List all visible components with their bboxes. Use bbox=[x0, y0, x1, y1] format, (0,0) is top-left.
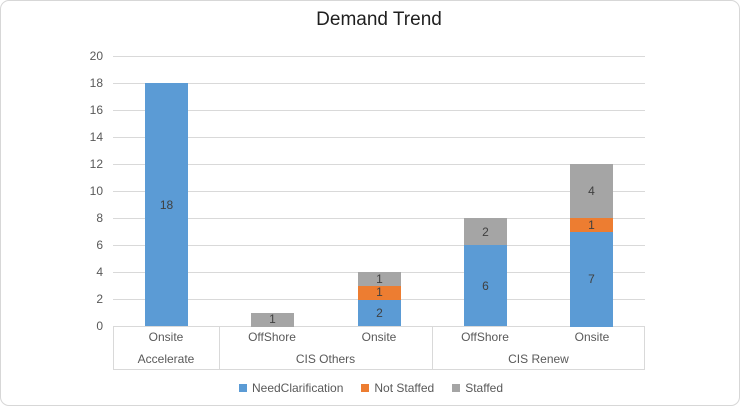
bar-value-label: 2 bbox=[376, 306, 383, 320]
axis-divider bbox=[219, 326, 220, 370]
legend-label: NeedClarification bbox=[251, 381, 344, 395]
bar-value-label: 1 bbox=[588, 218, 595, 232]
gridline bbox=[113, 110, 645, 111]
gridline bbox=[113, 164, 645, 165]
x-axis-line bbox=[113, 326, 645, 327]
bar-segment[interactable] bbox=[145, 83, 188, 326]
bar-value-label: 4 bbox=[588, 184, 595, 198]
bar-segment[interactable] bbox=[570, 164, 613, 218]
gridline bbox=[113, 137, 645, 138]
bar-value-label: 7 bbox=[588, 272, 595, 286]
chart-title[interactable]: Demand Trend bbox=[316, 9, 442, 30]
bar-value-label: 1 bbox=[376, 272, 383, 286]
gridline bbox=[113, 56, 645, 57]
y-tick-label: 12 bbox=[89, 157, 103, 171]
legend-marker-icon bbox=[452, 384, 461, 392]
axis-divider bbox=[432, 326, 433, 370]
bar-value-label: 2 bbox=[482, 225, 489, 239]
bar-value-label: 1 bbox=[376, 285, 383, 299]
y-tick-label: 0 bbox=[96, 319, 103, 333]
category-label: OffShore bbox=[248, 330, 296, 344]
legend-label: Not Staffed bbox=[374, 381, 435, 395]
gridline bbox=[113, 191, 645, 192]
y-tick-label: 20 bbox=[89, 49, 103, 63]
legend-item[interactable]: Not Staffed bbox=[361, 381, 434, 395]
legend-item[interactable]: Staffed bbox=[452, 381, 503, 395]
gridline bbox=[113, 245, 645, 246]
legend: NeedClarification Not Staffed Staffed bbox=[1, 379, 739, 397]
bar-segment[interactable] bbox=[358, 299, 401, 326]
bar-segment[interactable] bbox=[464, 245, 507, 326]
y-tick-label: 2 bbox=[96, 292, 103, 306]
legend-item[interactable]: NeedClarification bbox=[238, 381, 344, 395]
y-tick-label: 16 bbox=[89, 103, 103, 117]
group-label: CIS Renew bbox=[508, 352, 569, 366]
group-label: CIS Others bbox=[295, 352, 356, 366]
gridline bbox=[113, 83, 645, 84]
bar-value-label: 6 bbox=[482, 279, 489, 293]
category-axis bbox=[113, 326, 645, 370]
y-tick-label: 14 bbox=[89, 130, 103, 144]
y-tick-label: 6 bbox=[96, 238, 103, 252]
gridline bbox=[113, 218, 645, 219]
bar-segment[interactable] bbox=[358, 272, 401, 286]
y-tick-label: 4 bbox=[96, 265, 103, 279]
bar-segment[interactable] bbox=[570, 232, 613, 327]
bar-value-label: 18 bbox=[159, 198, 174, 212]
y-tick-label: 18 bbox=[89, 76, 103, 90]
y-tick-label: 10 bbox=[89, 184, 103, 198]
legend-marker-icon bbox=[361, 384, 370, 392]
bar-segment[interactable] bbox=[464, 218, 507, 245]
y-tick-label: 8 bbox=[96, 211, 103, 225]
category-label: Onsite bbox=[148, 330, 184, 344]
category-label: OffShore bbox=[461, 330, 509, 344]
bar-segment[interactable] bbox=[570, 218, 613, 232]
category-label: Onsite bbox=[361, 330, 397, 344]
bar-segment[interactable] bbox=[251, 313, 294, 327]
legend-label: Staffed bbox=[465, 381, 504, 395]
bar-value-label: 1 bbox=[269, 312, 276, 326]
category-label: Onsite bbox=[574, 330, 610, 344]
group-label: Accelerate bbox=[137, 352, 195, 366]
bar-segment[interactable] bbox=[358, 286, 401, 300]
legend-marker-icon bbox=[238, 384, 247, 392]
